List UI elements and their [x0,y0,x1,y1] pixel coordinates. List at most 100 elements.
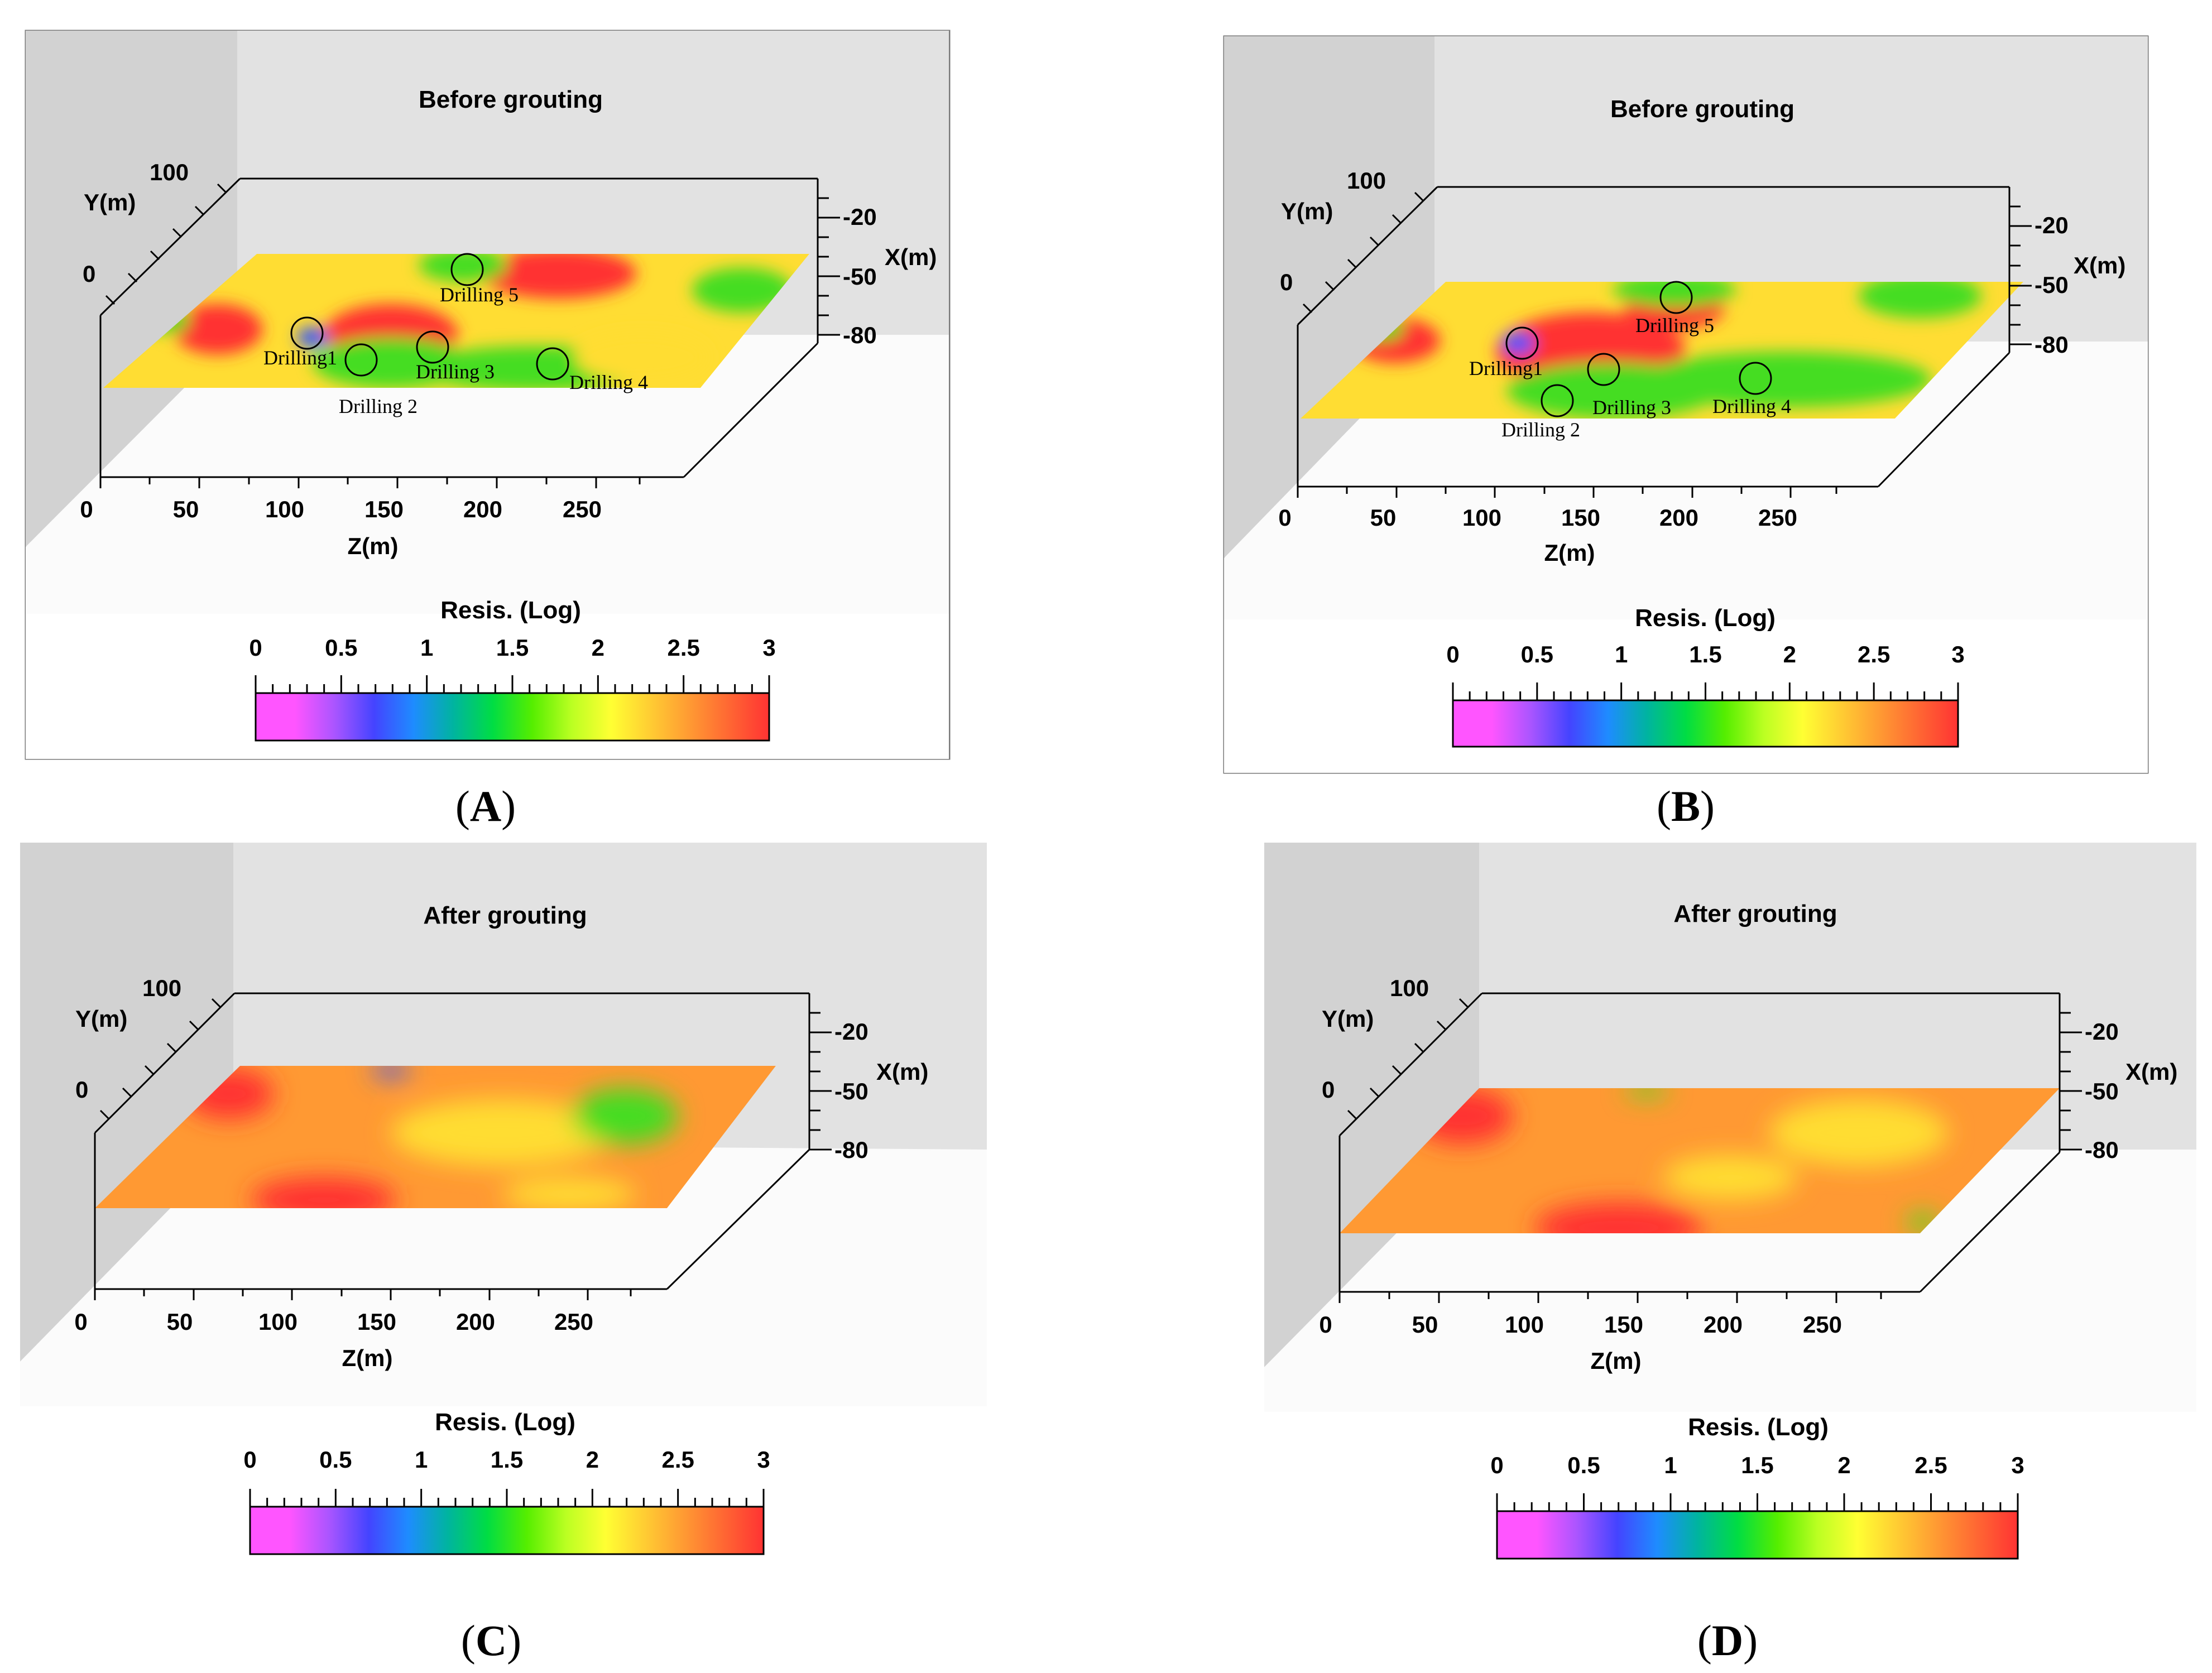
panel-b-y-tick: 100 [1347,167,1386,194]
panel-d-green-zone [1624,1088,1669,1097]
panel-b-y-axis-label: Y(m) [1281,198,1333,224]
colorbar-tick-label: 0 [1446,641,1459,667]
panel-b-colorbar-label: Resis. (Log) [1635,604,1776,632]
caption-panel-b: (B) [1657,782,1715,830]
panel-d-z-tick: 100 [1505,1311,1544,1338]
panel-b-z-tick: 200 [1659,504,1698,531]
panel-c-green-zone [572,1088,678,1144]
panel-d-yellow-zone [1663,1155,1797,1200]
panel-d-colorbar-tick-labels: 0 0.5 1 1.5 2 2.5 3 [1490,1452,2024,1478]
colorbar-tick-label: 2.5 [1914,1452,1947,1478]
panel-b-x-tick: -20 [2035,212,2069,238]
panel-d-x-axis-label: X(m) [2125,1059,2177,1085]
panel-d-axes [1338,992,2061,1293]
colorbar-tick-label: 2 [1837,1452,1850,1478]
colorbar-tick-label: 1 [1664,1452,1677,1478]
panel-b-drilling-label: Drilling 5 [1635,314,1714,336]
panel-b-drilling-label: Drilling 2 [1501,419,1580,441]
panel-d-z-tick: 0 [1319,1311,1332,1338]
panel-b-drilling-label: Drilling1 [1469,357,1543,379]
panel-d-legend-area [1264,1412,2196,1602]
colorbar-tick-label: 2 [586,1446,599,1473]
panel-a-green-zone [692,268,793,313]
panel-c-z-tick: 100 [258,1309,298,1335]
colorbar-tick-label: 0.5 [325,634,357,661]
panel-c-x-tick: -80 [834,1137,869,1163]
panel-d-y-tick: 100 [1390,975,1429,1001]
panel-a-z-tick: 250 [563,496,602,522]
panel-b-y-tick: 0 [1280,269,1293,295]
panel-d-colorbar: Resis. (Log) 0 0.5 1 1.5 2 2.5 3 [1490,1414,2024,1560]
panel-a-z-tick: 150 [364,496,404,522]
colorbar-tick-label: 0 [249,634,262,661]
panel-c-blue-zone [371,1066,410,1077]
panel-b-legend-area [1224,619,2147,772]
panel-c-z-tick: 200 [456,1309,495,1335]
panel-b-z-tick: 150 [1561,504,1600,531]
panel-c-yellow-zone [391,1099,614,1166]
panel-c-z-axis-label: Z(m) [342,1345,393,1371]
panel-b-back-wall [1434,36,2148,342]
panel-a-z-tick: 100 [265,496,304,522]
panel-a-drilling-label: Drilling 5 [440,283,519,306]
panel-a-drilling-label: Drilling1 [263,347,337,369]
panel-a-colorbar: Resis. (Log) 0 0.5 1 1.5 2 2.5 3 [249,597,776,742]
panel-b-drilling-marker [1739,362,1772,395]
panel-b-colorbar-scale [1452,699,1959,748]
panel-b-resistivity-slice: Drilling1 Drilling 2 Drilling 3 Drilling… [1301,281,2023,441]
panel-d-yellow-zone [1769,1099,1948,1166]
panel-a-colorbar-tick-labels: 0 0.5 1 1.5 2 2.5 3 [249,634,775,661]
panel-d-anomalies [1412,1088,1948,1233]
panel-d-z-tick: 50 [1412,1311,1438,1338]
panel-a-resistivity-slice: Drilling1 Drilling 2 Drilling 3 Drilling… [103,253,809,417]
colorbar-tick-label: 1.5 [496,634,529,661]
panel-b-green-zone [1641,352,1931,407]
panel-b-z-tick: 0 [1278,504,1291,531]
panel-d-z-tick: 150 [1604,1311,1643,1338]
panel-b-tick-marks [1297,191,2032,498]
panel-a-z-tick: 50 [173,496,199,522]
panel-c-x-tick: -50 [834,1078,869,1104]
panel-c-y-tick: 100 [142,975,181,1001]
panel-c-x-tick: -20 [834,1018,869,1045]
panel-d-title: After grouting [1673,900,1837,927]
panel-b-green-zone [1613,282,1736,307]
colorbar-tick-label: 2 [1783,641,1796,667]
colorbar-tick-label: 1 [415,1446,428,1473]
panel-a-y-axis-label: Y(m) [84,189,136,215]
panel-d-z-axis-label: Z(m) [1591,1348,1642,1374]
panel-a-left-wall [26,31,237,547]
colorbar-tick-label: 1.5 [1689,641,1721,667]
panel-d-x-tick: -80 [2085,1137,2119,1163]
panel-d-colorbar-ticks [1496,1493,2019,1511]
panel-a-x-tick: -20 [843,204,877,230]
panel-b-drilling-marker [1541,384,1574,417]
panel-c-yellow-zone [502,1177,636,1208]
panel-b-colorbar-tick-labels: 0 0.5 1 1.5 2 2.5 3 [1446,641,1964,667]
panel-a-colorbar-scale [255,692,770,742]
panel-c-colorbar: Resis. (Log) 0 0.5 1 1.5 2 2.5 3 [243,1408,770,1555]
caption-panel-c: (C) [460,1616,522,1665]
panel-b-x-axis-label: X(m) [2074,252,2125,278]
colorbar-tick-label: 3 [762,634,775,661]
panel-a-colorbar-ticks [255,675,770,693]
panel-d-x-tick: -50 [2085,1078,2119,1104]
panel-d-y-axis-label: Y(m) [1322,1006,1374,1032]
colorbar-tick-label: 0.5 [1567,1452,1600,1478]
panel-c-red-zone [251,1177,396,1208]
panel-a-drilling-marker [344,343,378,377]
panel-a-drilling-label: Drilling 3 [416,360,495,383]
panel-a-z-tick: 0 [80,496,93,522]
panel-b-drilling-marker [1659,281,1693,314]
panel-b-z-tick: 50 [1370,504,1397,531]
panel-a-yellow-zone [575,332,709,382]
colorbar-tick-label: 2.5 [667,634,699,661]
panel-b-z-tick: 250 [1758,504,1797,531]
colorbar-tick-label: 3 [757,1446,770,1473]
panel-c-z-tick: 250 [554,1309,593,1335]
panel-b-drilling-marker [1587,353,1620,386]
panel-c-y-axis-label: Y(m) [75,1006,127,1032]
caption-panel-a: (A) [455,782,516,830]
caption-panel-d: (D) [1697,1616,1758,1665]
panel-a-z-axis-label: Z(m) [348,533,399,559]
